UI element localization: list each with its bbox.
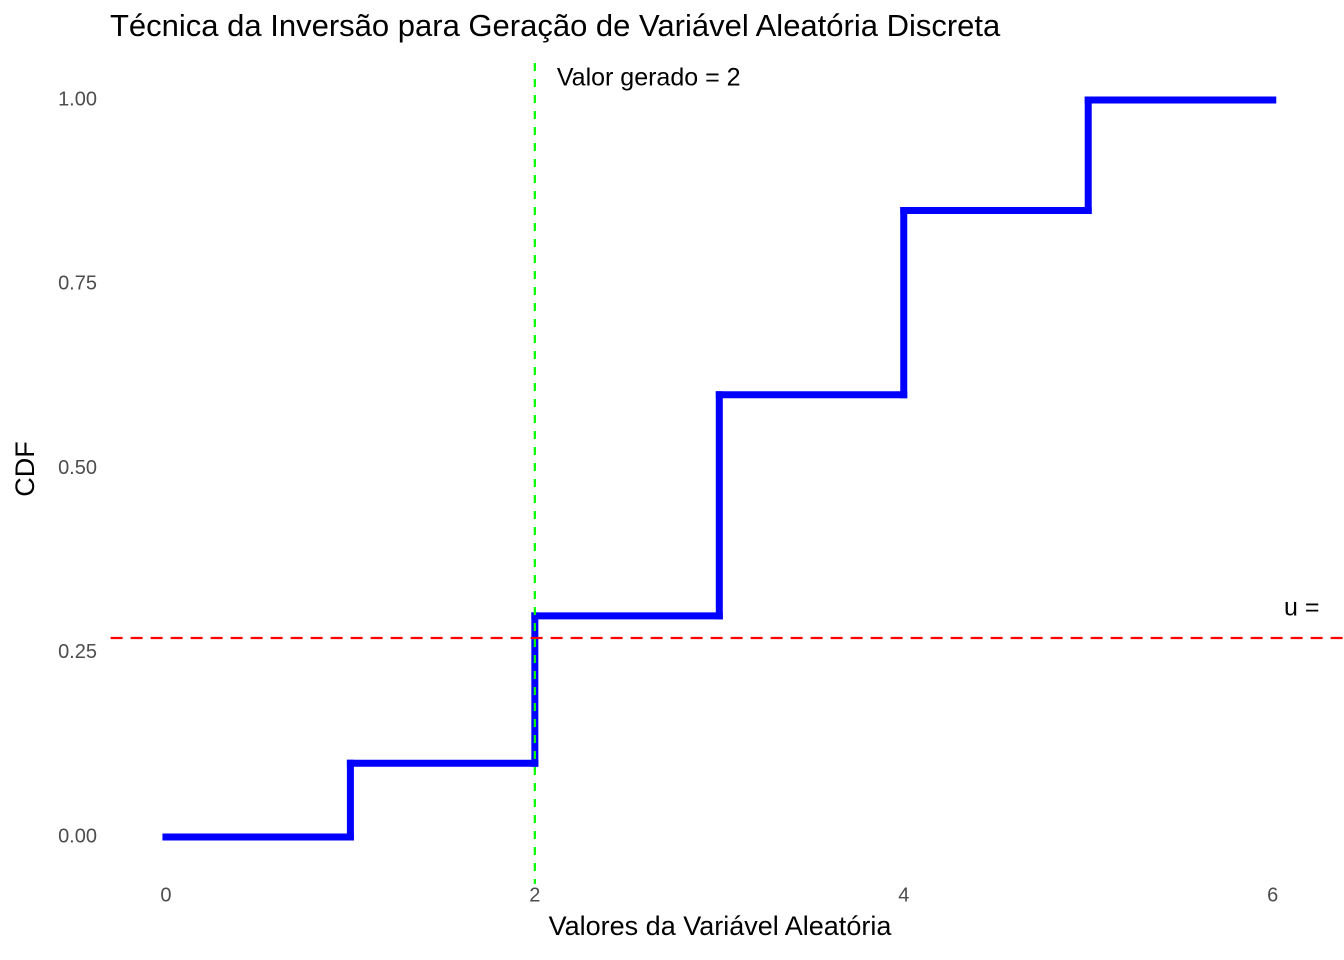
generated-label: Valor gerado = 2 — [557, 64, 741, 92]
y-tick-label: 0.50 — [58, 457, 97, 479]
x-tick-label: 2 — [529, 884, 540, 906]
x-tick-label: 0 — [160, 884, 171, 906]
y-tick-label: 0.00 — [58, 825, 97, 847]
chart-title: Técnica da Inversão para Geração de Vari… — [110, 8, 1001, 43]
y-tick-label: 0.25 — [58, 641, 97, 663]
x-tick-label: 6 — [1267, 884, 1278, 906]
y-axis-label: CDF — [10, 441, 40, 497]
y-tick-label: 1.00 — [58, 88, 97, 110]
x-axis-label: Valores da Variável Aleatória — [549, 911, 893, 941]
x-tick-label: 4 — [898, 884, 909, 906]
u-label: u = — [1284, 594, 1319, 622]
y-tick-label: 0.75 — [58, 273, 97, 295]
